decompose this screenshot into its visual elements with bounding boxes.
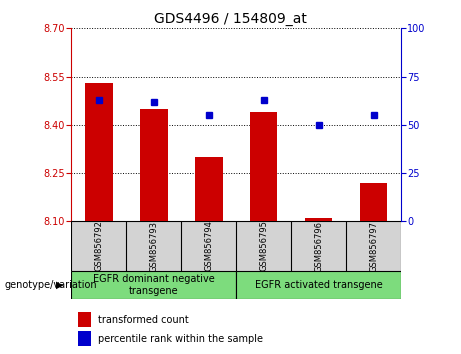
Bar	[140, 109, 168, 221]
Text: transformed count: transformed count	[98, 315, 189, 325]
Text: GSM856792: GSM856792	[95, 221, 103, 272]
Bar	[250, 112, 278, 221]
Bar	[78, 331, 91, 346]
Text: EGFR dominant negative
transgene: EGFR dominant negative transgene	[93, 274, 215, 296]
Text: GDS4496 / 154809_at: GDS4496 / 154809_at	[154, 12, 307, 27]
Bar	[195, 157, 223, 221]
Text: GSM856793: GSM856793	[149, 221, 159, 272]
Text: GSM856797: GSM856797	[369, 221, 378, 272]
Text: ▶: ▶	[56, 280, 64, 290]
Bar	[305, 218, 332, 221]
Text: genotype/variation: genotype/variation	[5, 280, 97, 290]
Bar	[78, 312, 91, 327]
Bar	[236, 271, 401, 299]
Text: GSM856794: GSM856794	[204, 221, 213, 272]
Bar	[71, 271, 236, 299]
Text: GSM856796: GSM856796	[314, 221, 323, 272]
Text: percentile rank within the sample: percentile rank within the sample	[98, 334, 263, 344]
Text: EGFR activated transgene: EGFR activated transgene	[255, 280, 383, 290]
Bar	[85, 83, 112, 221]
Text: GSM856795: GSM856795	[259, 221, 268, 272]
Bar	[360, 183, 387, 221]
